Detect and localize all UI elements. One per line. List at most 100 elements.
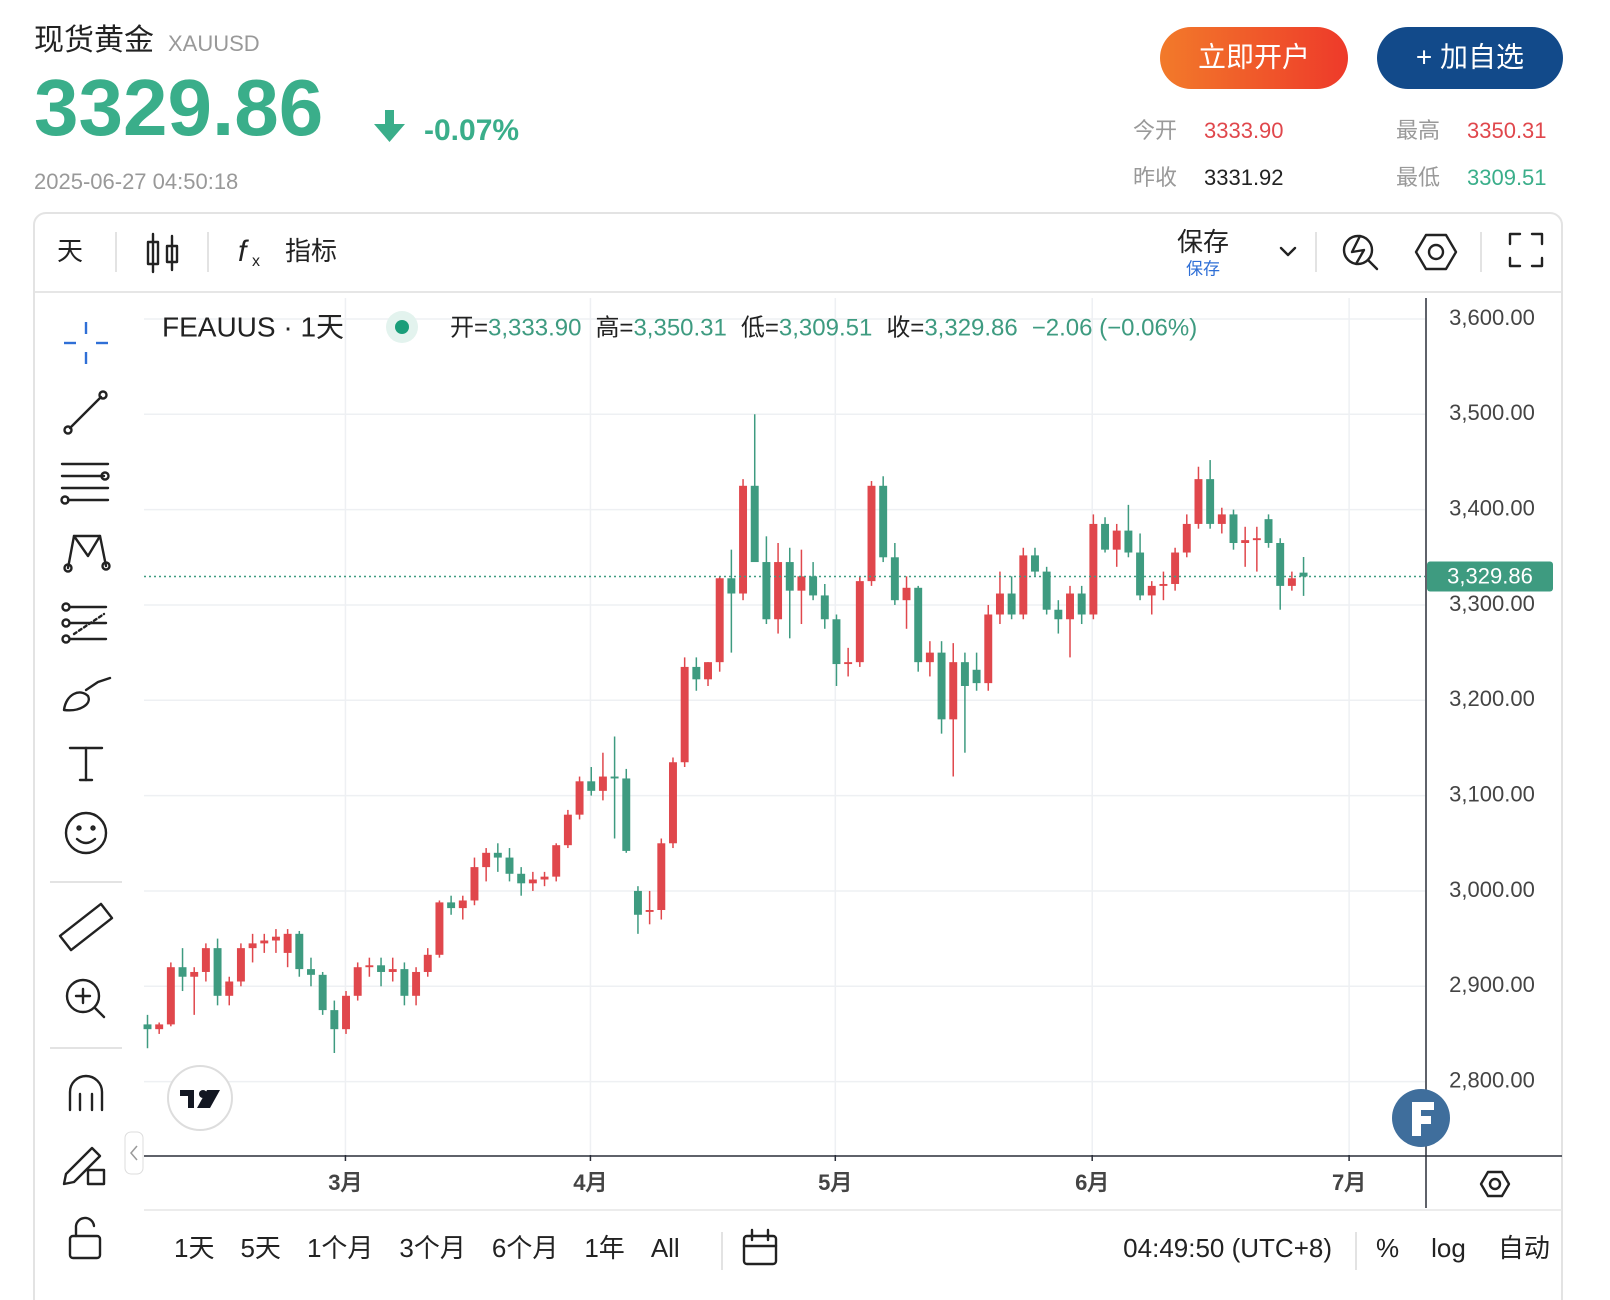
y-tick-label: 3,200.00 <box>1449 686 1535 711</box>
x-tick-label: 4月 <box>573 1170 607 1195</box>
candle-body <box>435 902 444 955</box>
indicators-button[interactable]: f x 指标 <box>238 235 337 270</box>
legend-value: 3,350.31 <box>633 314 726 341</box>
watchlist-button[interactable]: + 加自选 <box>1377 27 1563 89</box>
candle-body <box>1252 538 1261 541</box>
range-button[interactable]: 3个月 <box>399 1233 465 1263</box>
legend-label: 低= <box>741 314 779 341</box>
range-buttons: 1天 5天 1个月 3个月 6个月 1年 All <box>174 1233 680 1263</box>
candle-body <box>844 662 853 665</box>
alert-button[interactable] <box>1342 234 1379 271</box>
candle-body <box>213 948 222 996</box>
text-tool[interactable] <box>68 746 104 782</box>
candle-body <box>598 776 607 791</box>
title: 现货黄金 <box>34 24 154 57</box>
candle-body <box>563 814 572 846</box>
brush-tool[interactable] <box>62 676 112 712</box>
candle-body <box>1147 585 1156 596</box>
scale-option[interactable]: log <box>1431 1233 1466 1263</box>
candle-body <box>1206 479 1215 524</box>
candle-body <box>1042 571 1051 610</box>
range-button[interactable]: 1年 <box>584 1233 624 1263</box>
candle-body <box>879 485 888 558</box>
candle-body <box>984 614 993 684</box>
candle-body <box>388 969 397 972</box>
range-button[interactable]: 5天 <box>240 1233 280 1263</box>
legend-label: 收= <box>886 314 924 341</box>
candle-body <box>505 857 514 874</box>
candle-body <box>493 852 502 858</box>
candle-body <box>680 666 689 763</box>
tradingview-logo[interactable] <box>167 1065 233 1131</box>
candle-body <box>283 933 292 953</box>
status-dot <box>395 320 409 334</box>
candle-body <box>750 485 759 563</box>
candle-body <box>809 576 818 596</box>
goto-date-button[interactable] <box>742 1228 778 1266</box>
magnet-tool[interactable] <box>68 1074 104 1112</box>
candle-body <box>178 967 187 977</box>
candle-body <box>528 879 537 884</box>
candle-body <box>201 948 210 972</box>
range-button[interactable]: All <box>651 1233 680 1263</box>
down-arrow <box>374 110 405 142</box>
y-tick-label: 3,400.00 <box>1449 495 1535 520</box>
collapse-toolbar-button[interactable] <box>124 1131 144 1175</box>
crosshair-tool[interactable] <box>64 322 108 364</box>
candle-body <box>225 981 234 996</box>
stat-value: 3331.92 <box>1204 165 1284 190</box>
fib-tool[interactable] <box>60 462 110 505</box>
settings-button[interactable] <box>1414 233 1458 271</box>
fullscreen-button[interactable] <box>1508 232 1544 268</box>
y-tick-label: 3,500.00 <box>1449 400 1535 425</box>
candle-body <box>1124 530 1133 553</box>
prediction-tool[interactable] <box>61 602 108 644</box>
unlock-tool[interactable] <box>68 1216 102 1260</box>
save-sub-label: 保存 <box>1186 259 1220 278</box>
candle-body <box>1007 593 1016 615</box>
candle-body <box>902 587 911 601</box>
scale-option[interactable]: % <box>1376 1233 1399 1263</box>
chart-card <box>33 212 1563 1300</box>
broker-logo[interactable] <box>1392 1089 1450 1147</box>
open-account-button[interactable]: 立即开户 <box>1160 27 1348 89</box>
candle-body <box>692 666 701 680</box>
candle-body <box>260 940 269 944</box>
candle-body <box>1182 523 1191 553</box>
candle-body <box>365 965 374 968</box>
chart-type-button[interactable] <box>146 232 179 274</box>
y-tick-label: 2,800.00 <box>1449 1067 1535 1092</box>
candle-body <box>575 781 584 815</box>
symbol: XAUUSD <box>168 31 260 56</box>
legend-value: 3,329.86 <box>924 314 1017 341</box>
range-button[interactable]: 1天 <box>174 1233 214 1263</box>
candle-body <box>739 485 748 594</box>
candle-body <box>307 969 315 975</box>
trend-line-tool[interactable] <box>63 390 108 435</box>
candle-body <box>1299 572 1308 577</box>
pattern-tool[interactable] <box>63 534 111 573</box>
x-tick-label: 3月 <box>328 1170 362 1195</box>
axis-settings-button[interactable] <box>1479 1170 1511 1198</box>
candle-body <box>190 971 199 977</box>
emoji-tool[interactable] <box>64 811 108 855</box>
candle-body <box>727 578 736 594</box>
candle-body <box>318 974 327 1011</box>
price: 3329.86 <box>34 63 323 152</box>
candle-body <box>820 595 829 620</box>
candle-body <box>610 776 619 779</box>
interval-button[interactable]: 天 <box>57 236 83 266</box>
y-tick-label: 3,100.00 <box>1449 781 1535 806</box>
range-button[interactable]: 1个月 <box>307 1233 373 1263</box>
zoom-tool[interactable] <box>65 978 106 1019</box>
button-label: + 加自选 <box>1416 41 1524 72</box>
candle-body <box>657 843 666 911</box>
save-button[interactable]: 保存 保存 <box>1177 227 1297 279</box>
range-button[interactable]: 6个月 <box>492 1233 558 1263</box>
y-tick-label: 3,000.00 <box>1449 877 1535 902</box>
candle-body <box>622 778 631 851</box>
lock-drawing-tool[interactable] <box>62 1146 106 1186</box>
scale-option[interactable]: 自动 <box>1498 1233 1550 1263</box>
ruler-tool[interactable] <box>58 902 114 952</box>
x-tick-label: 6月 <box>1075 1170 1109 1195</box>
